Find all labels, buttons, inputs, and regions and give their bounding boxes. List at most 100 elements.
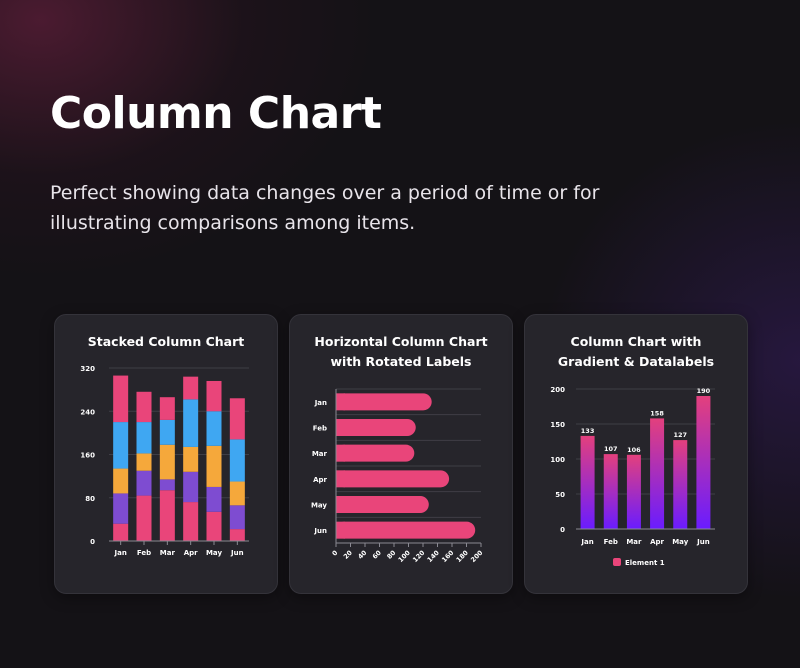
stacked-bar-segment (183, 471, 199, 503)
x-tick-label: 200 (469, 548, 485, 564)
horizontal-bar-base (336, 393, 345, 411)
y-tick-label: 50 (555, 491, 565, 499)
x-tick-label: May (672, 538, 688, 546)
stacked-bar-segment (113, 422, 129, 469)
x-tick-label: Feb (137, 549, 151, 557)
y-category-label: Apr (313, 476, 327, 484)
stacked-bar-segment (136, 470, 152, 496)
x-tick-label: May (206, 549, 222, 557)
stacked-bar-segment (159, 490, 175, 541)
gradient-column (626, 454, 641, 529)
gradient-column (696, 396, 711, 529)
y-category-label: Jun (313, 527, 327, 535)
stacked-bar-segment (229, 439, 245, 482)
page-description: Perfect showing data changes over a peri… (50, 182, 600, 234)
stacked-bar-segment (206, 445, 222, 487)
horizontal-bar (336, 444, 415, 462)
stacked-bar-segment (159, 479, 175, 491)
horizontal-chart-title: Horizontal Column Chart with Rotated Lab… (314, 334, 488, 369)
gradient-chart-title: Column Chart with Gradient & Datalabels (557, 334, 715, 369)
horizontal-bar (336, 521, 476, 539)
stacked-bar-segment (159, 419, 175, 445)
stacked-chart-title: Stacked Column Chart (87, 334, 245, 349)
horizontal-bar (336, 419, 416, 436)
horizontal-bar-base (336, 419, 345, 436)
horizontal-bar-base (336, 444, 345, 462)
x-tick-label: 180 (455, 548, 471, 564)
stacked-bar-segment (183, 502, 199, 541)
stacked-bar-segment (136, 391, 152, 423)
y-tick-label: 0 (560, 526, 565, 534)
legend-marker (613, 558, 621, 566)
x-tick-label: Feb (604, 538, 618, 546)
stacked-bar-segment (113, 493, 129, 524)
x-tick-label: Jan (114, 549, 127, 557)
y-category-label: May (311, 502, 327, 510)
gradient-column (650, 418, 665, 529)
x-tick-label: 60 (371, 548, 383, 560)
x-tick-label: 160 (440, 548, 456, 564)
stacked-bar-segment (159, 397, 175, 420)
y-tick-label: 0 (90, 538, 95, 546)
gradient-column (603, 454, 618, 529)
gradient-column (673, 440, 688, 529)
stacked-bar-segment (183, 446, 199, 472)
y-tick-label: 150 (550, 421, 565, 429)
gradient-column-chart-card: 0 50 100 150 200 133 Jan 107 Feb 106 Mar 158 Apr 127 M… (524, 314, 748, 594)
stacked-bar-segment (159, 444, 175, 480)
data-label: 158 (650, 409, 664, 417)
legend-label: Element 1 (625, 559, 665, 567)
horizontal-bar-base (336, 496, 345, 513)
y-tick-label: 80 (85, 495, 95, 503)
x-tick-label: Apr (650, 538, 664, 546)
stacked-bar-segment (136, 453, 152, 471)
y-category-label: Mar (312, 450, 328, 458)
stacked-bar-segment (206, 380, 222, 412)
gradient-column-chart: 0 50 100 150 200 133 Jan 107 Feb 106 Mar 158 Apr 127 M… (550, 386, 715, 567)
y-tick-label: 200 (550, 386, 565, 394)
y-tick-label: 160 (80, 452, 95, 460)
data-label: 106 (627, 446, 641, 454)
data-label: 133 (581, 427, 595, 435)
page-title: Column Chart (50, 88, 382, 139)
stacked-bar-segment (229, 505, 245, 530)
x-tick-label: Apr (184, 549, 198, 557)
horizontal-bar-base (336, 470, 345, 488)
stacked-bar-segment (206, 411, 222, 446)
y-category-label: Feb (313, 425, 327, 433)
gradient-column (580, 435, 595, 529)
y-tick-label: 240 (80, 408, 95, 416)
x-tick-label: Mar (626, 538, 642, 546)
x-tick-label: 140 (426, 548, 442, 564)
x-tick-label: 40 (356, 548, 368, 560)
x-tick-label: Mar (160, 549, 176, 557)
stacked-bar-segment (229, 529, 245, 541)
data-label: 190 (697, 387, 711, 395)
data-label: 107 (604, 445, 618, 453)
x-tick-label: 20 (342, 548, 354, 560)
y-tick-label: 100 (550, 456, 565, 464)
stacked-bar-segment (229, 398, 245, 440)
x-tick-label: Jun (696, 538, 710, 546)
stacked-column-chart: 0 80 160 240 320 Jan Feb Mar Apr May Jun (80, 365, 249, 557)
data-label: 127 (673, 431, 687, 439)
stacked-bar-segment (136, 495, 152, 541)
x-tick-label: 100 (397, 548, 413, 564)
y-tick-label: 320 (80, 365, 95, 373)
horizontal-bar (336, 496, 429, 513)
stacked-bar-segment (113, 523, 129, 541)
stacked-bar-segment (113, 375, 129, 423)
horizontal-bar (336, 470, 450, 488)
x-tick-label: 0 (331, 548, 340, 557)
stacked-bar-segment (183, 376, 199, 400)
stacked-column-chart-card: 0 80 160 240 320 Jan Feb Mar Apr May Jun Stacked C… (54, 314, 278, 594)
x-tick-label: Jun (230, 549, 244, 557)
stacked-bar-segment (113, 468, 129, 494)
stacked-bar-segment (229, 481, 245, 506)
stacked-bar-segment (183, 399, 199, 447)
x-tick-label: Jan (580, 538, 593, 546)
horizontal-bar (336, 393, 432, 411)
stacked-bar-segment (206, 511, 222, 541)
x-tick-label: 120 (411, 548, 427, 564)
